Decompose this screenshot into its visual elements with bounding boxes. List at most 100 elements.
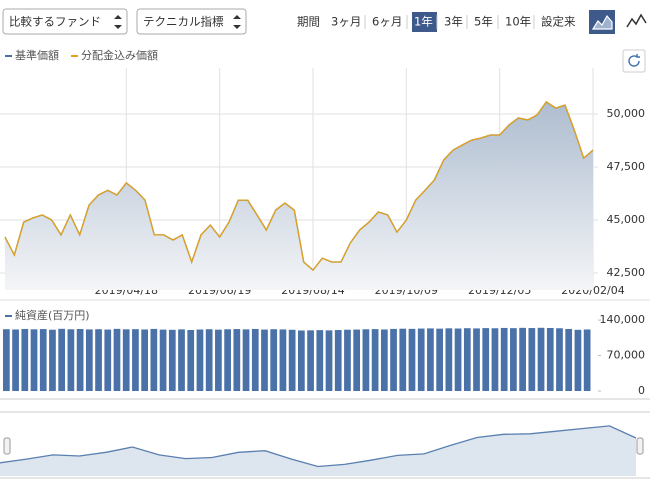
bar (537, 327, 545, 391)
bar (454, 328, 462, 391)
bar (583, 329, 591, 391)
bar (270, 329, 278, 391)
bar (500, 327, 508, 391)
bar (215, 329, 222, 391)
navigator-handle[interactable] (636, 437, 644, 455)
bar (519, 327, 526, 391)
period-button[interactable]: 設定来 (541, 15, 576, 29)
technical-select-label[interactable]: テクニカル指標 (143, 15, 224, 29)
bar (334, 330, 342, 391)
bar (445, 328, 453, 391)
bar (482, 328, 490, 391)
bar (427, 328, 434, 391)
bar (3, 329, 10, 391)
fund-select[interactable] (2, 8, 128, 35)
legend-label: 基準価額 (15, 48, 59, 62)
bar (39, 329, 47, 391)
legend-label: 分配金込み価額 (81, 48, 158, 62)
bar (510, 328, 517, 391)
line-chart-toggle[interactable] (626, 13, 647, 28)
bar (325, 330, 333, 391)
y-tick-label: 70,000 (607, 349, 646, 362)
bar (178, 329, 185, 391)
bar (58, 328, 66, 391)
area (5, 101, 593, 291)
series-line (0, 425, 637, 468)
area (0, 425, 636, 476)
series-line (4, 101, 594, 272)
bar (233, 329, 241, 391)
bar (242, 329, 250, 391)
bar (362, 329, 370, 391)
bar (251, 328, 259, 391)
bar (12, 329, 19, 391)
y-tick-label: 47,500 (607, 160, 646, 173)
bar (205, 329, 213, 391)
bar (463, 328, 471, 391)
bar (85, 329, 93, 391)
bar (113, 328, 121, 391)
bar (399, 328, 407, 391)
bar (67, 329, 75, 391)
bar (298, 330, 305, 391)
y-tick-label: 42,500 (607, 266, 646, 279)
bar (574, 329, 582, 391)
period-selected[interactable] (412, 12, 437, 32)
period-button[interactable]: 3ヶ月 (331, 15, 361, 29)
legend-label: 純資産(百万円) (15, 309, 90, 322)
icon (591, 14, 613, 30)
bar (380, 329, 388, 391)
fund-select-label[interactable]: 比較するファンド (9, 15, 101, 29)
bar (168, 329, 176, 391)
bar (76, 329, 84, 391)
bar (353, 329, 361, 391)
bar (187, 329, 195, 391)
bar (279, 329, 287, 391)
y-tick-label: 45,000 (607, 213, 646, 226)
bar (104, 329, 112, 391)
bar (371, 329, 379, 391)
y-tick-label: 50,000 (607, 107, 646, 120)
bar (132, 329, 139, 391)
navigator-handle[interactable] (3, 437, 11, 455)
technical-select[interactable] (136, 8, 247, 35)
bar (159, 329, 167, 391)
bar (491, 328, 499, 391)
bar (21, 328, 29, 391)
bar (408, 328, 416, 391)
icon (628, 54, 640, 67)
period-button[interactable]: 3年 (444, 15, 463, 29)
bar (95, 329, 102, 391)
period-button[interactable]: 1年 (414, 15, 433, 29)
select-arrow (233, 15, 241, 29)
period-button[interactable]: 10年 (505, 15, 531, 29)
bar (417, 328, 425, 391)
bar (473, 328, 480, 391)
bar (141, 329, 148, 391)
bar (556, 328, 563, 391)
bar (344, 329, 351, 391)
period-label: 期間 (297, 15, 320, 29)
bar (316, 330, 324, 391)
bar (390, 328, 397, 391)
bar (261, 329, 268, 391)
period-button[interactable]: 6ヶ月 (372, 15, 402, 29)
period-button[interactable]: 5年 (474, 15, 493, 29)
bar (565, 328, 573, 391)
bar (307, 330, 314, 391)
y-tick-label: 0 (638, 384, 645, 397)
bar (224, 329, 231, 391)
bar (546, 328, 554, 391)
bar (196, 329, 204, 391)
y-tick-label: 140,000 (600, 313, 646, 326)
bar (288, 329, 296, 391)
bar (436, 328, 443, 391)
refresh-button[interactable] (622, 49, 646, 73)
bar (30, 329, 38, 391)
bar (150, 328, 158, 391)
bar (122, 329, 130, 391)
select-arrow (114, 15, 122, 29)
bar (49, 329, 56, 391)
bar (528, 328, 536, 391)
